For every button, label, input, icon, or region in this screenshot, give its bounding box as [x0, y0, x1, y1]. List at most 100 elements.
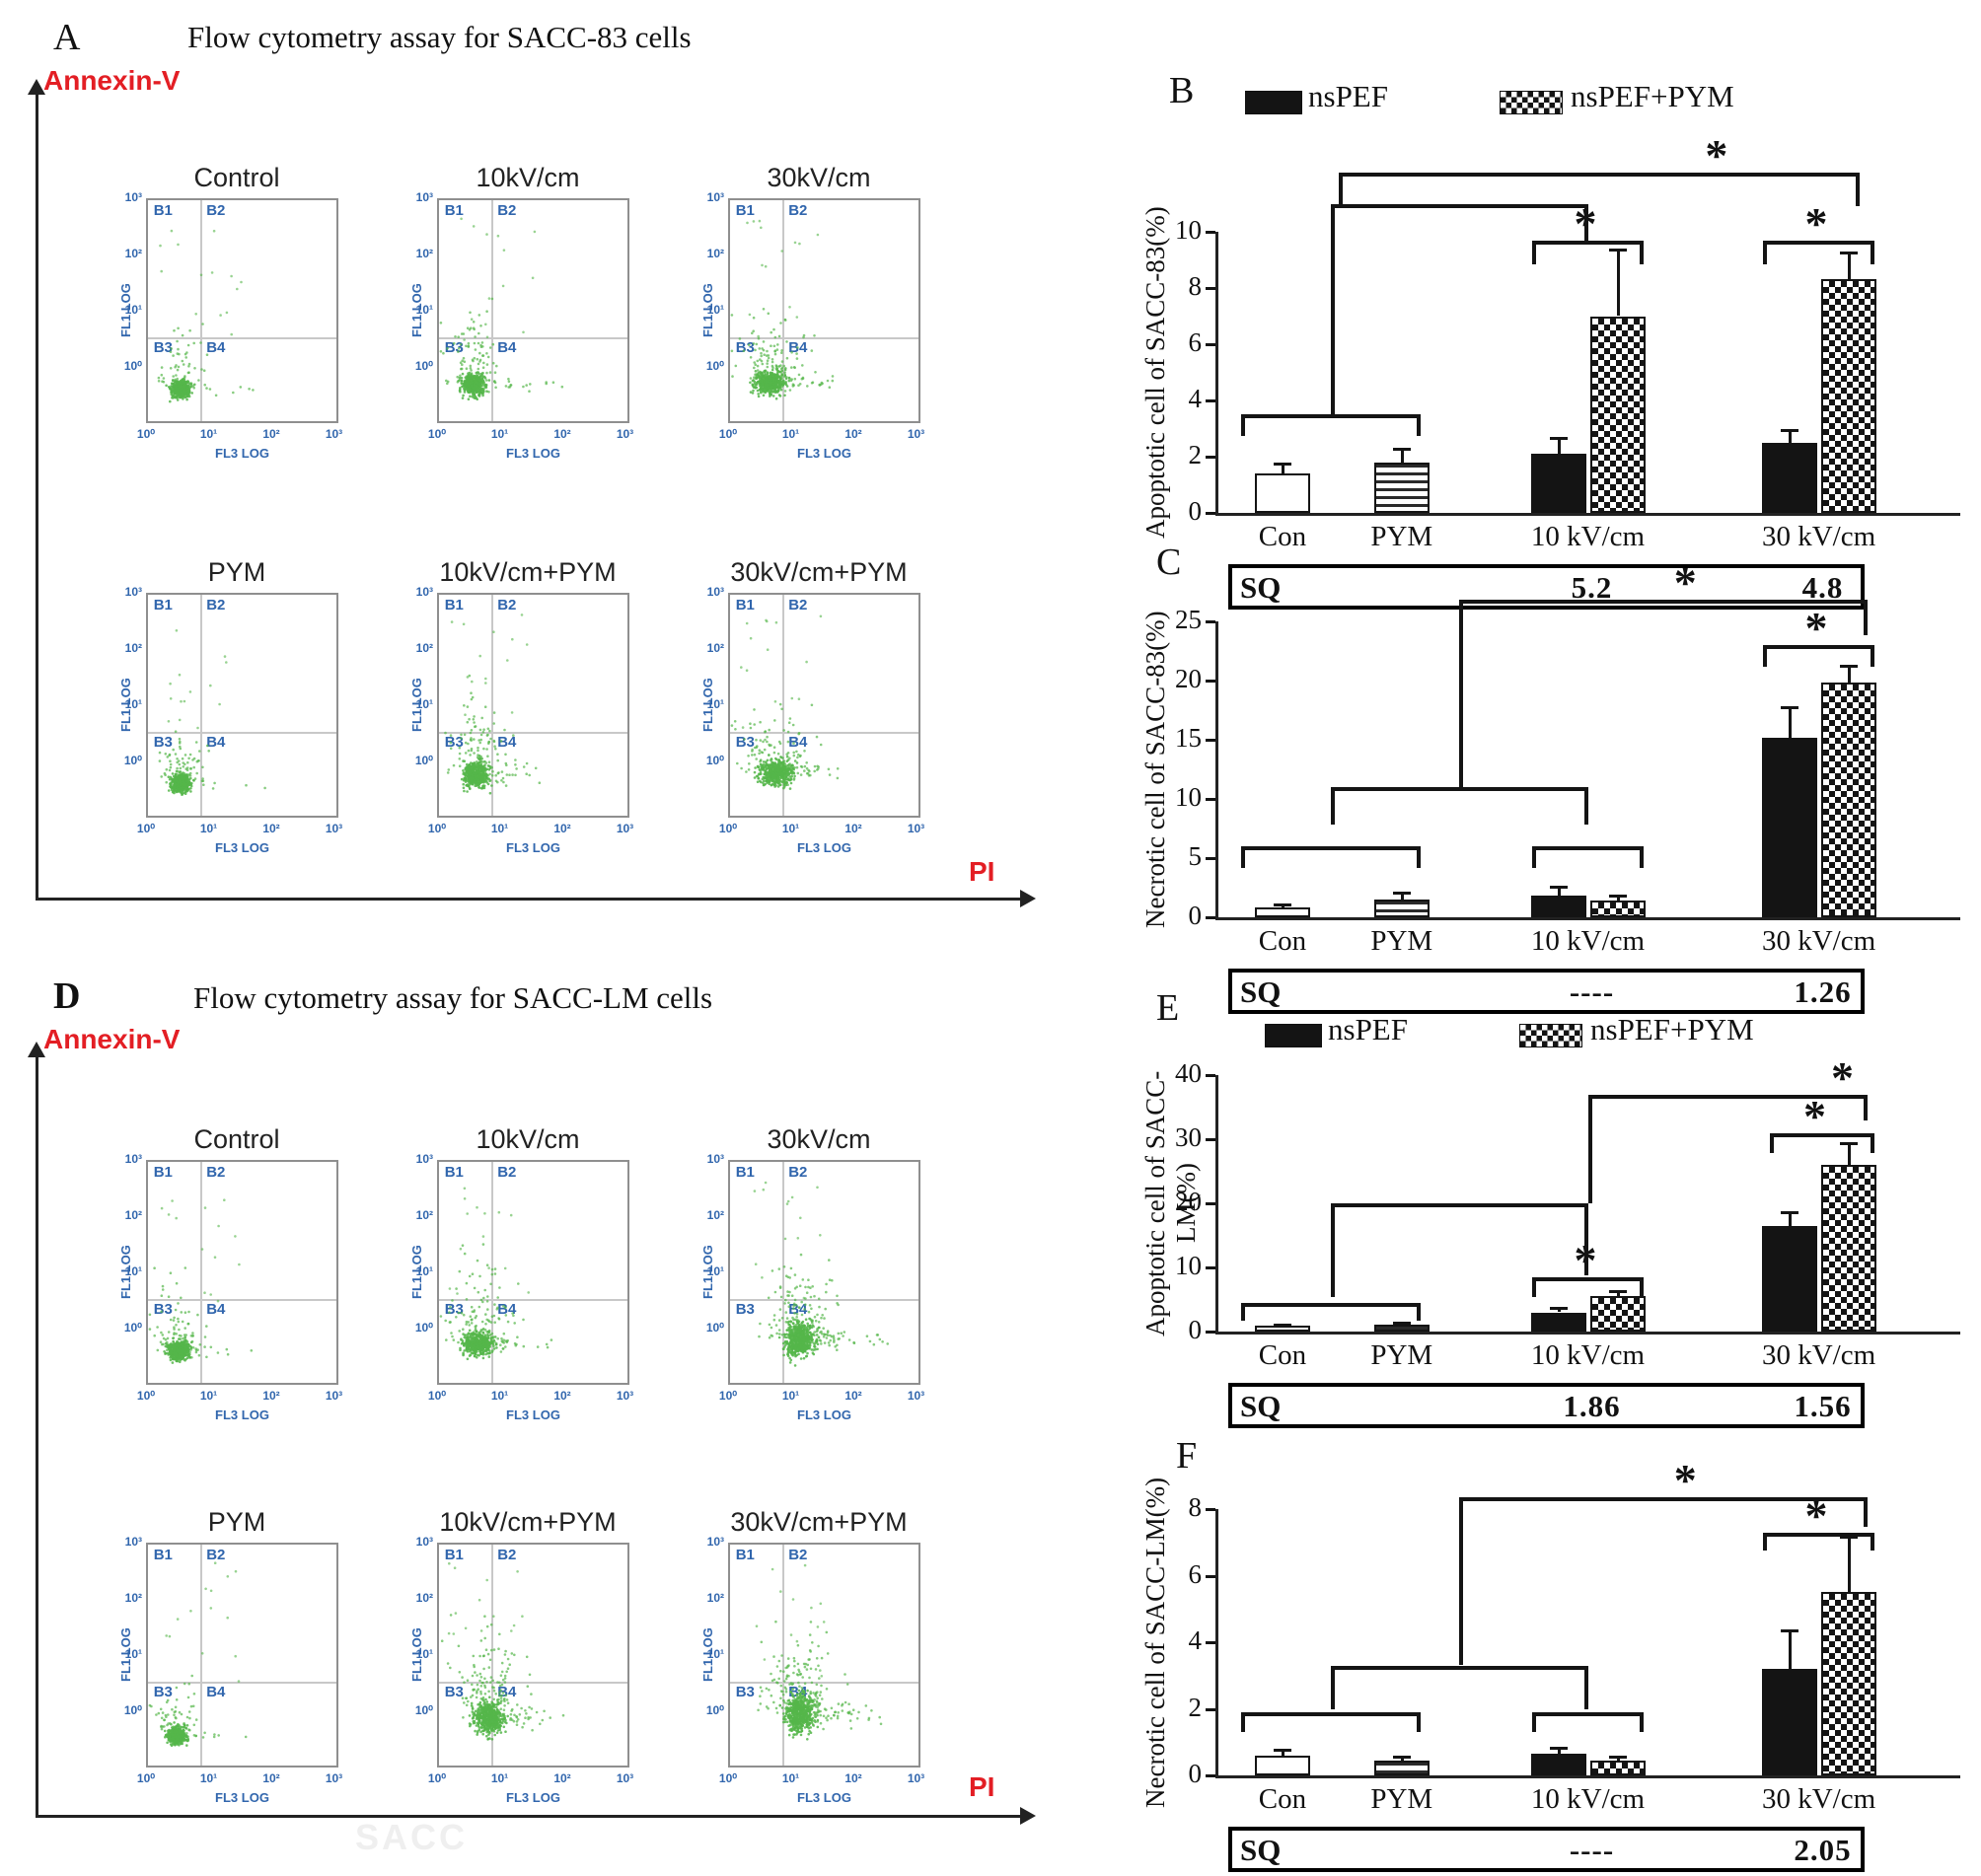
sig-bracket-end [1459, 600, 1464, 787]
sq-label: SQ [1240, 1389, 1282, 1423]
flow-x-tick: 10⁰ [136, 1771, 156, 1785]
flow-y-tick: 10³ [706, 190, 724, 204]
flow-y-tick: 10² [706, 1591, 724, 1605]
error-bar [1400, 891, 1404, 900]
flow-x-tick: 10² [553, 427, 571, 441]
bar-nsPEF+PYM [1820, 1165, 1876, 1332]
flow-subplot-title: 10kV/cm+PYM [439, 557, 617, 587]
y-tick-mark [1206, 1707, 1215, 1711]
quadrant-divider-horizontal [148, 336, 336, 339]
sig-bracket-end [1863, 1497, 1868, 1528]
flow-x-tick: 10⁰ [718, 1389, 738, 1403]
scatter-dots [753, 1181, 889, 1367]
y-tick-mark [1206, 739, 1215, 742]
flow-y-tick: 10² [706, 247, 724, 260]
flow-y-tick: 10² [706, 641, 724, 655]
flow-plot-area: B1 B2 B3 B4 [437, 1160, 629, 1385]
flow-y-tick: 10¹ [706, 303, 724, 317]
sig-bracket-end [1459, 1497, 1464, 1666]
y-tick-mark [1206, 1774, 1215, 1777]
panel-a-title: Flow cytometry assay for SACC-83 cells [187, 20, 692, 54]
error-bar-cap [1392, 448, 1411, 452]
quadrant-label-b1: B1 [444, 1164, 464, 1182]
sig-bracket-end [1331, 787, 1336, 825]
quadrant-label-b4: B4 [206, 339, 226, 357]
panel-d-xaxis-label: PI [969, 1771, 995, 1802]
flow-y-tick: 10³ [124, 1152, 142, 1166]
category-label: PYM [1370, 521, 1433, 552]
flow-x-tick: 10¹ [490, 822, 509, 835]
category-label: PYM [1370, 925, 1433, 957]
error-bar [1557, 885, 1561, 897]
sig-bracket-end [1531, 1711, 1536, 1732]
chart-panel-B: Apoptotic cell of SACC-83(%) 0 2 4 6 8 10 Con PY… [1135, 130, 1981, 681]
quadrant-divider-horizontal [148, 1681, 336, 1684]
panel-d-yaxis-line [36, 1055, 38, 1817]
y-tick-label: 6 [1188, 1558, 1203, 1589]
flow-x-tick: 10² [262, 1771, 280, 1785]
panel-d-xaxis-arrow [1020, 1807, 1036, 1825]
quadrant-label-b4: B4 [788, 734, 808, 752]
category-label: 10 kV/cm [1530, 521, 1646, 552]
scatter-dots [439, 1187, 553, 1361]
flow-plot-area: B1 B2 B3 B4 [146, 198, 338, 423]
flow-x-tick: 10¹ [490, 427, 509, 441]
flow-subplot: 30kV/cm B1 B2 B3 B4 10³ 10² 10¹ 10⁰ 10⁰ 10¹ 10² 10³ F… [681, 163, 947, 461]
y-tick-label: 10 [1175, 215, 1202, 245]
error-bar [1557, 437, 1561, 455]
y-tick-mark [1206, 1641, 1215, 1644]
bar-nsPEF+PYM [1820, 279, 1876, 513]
sq-box: SQ ---- 1.26 [1228, 969, 1865, 1014]
flow-x-tick: 10² [553, 1389, 571, 1403]
quadrant-label-b4: B4 [206, 1684, 226, 1701]
sig-bracket-end [1762, 1532, 1767, 1551]
y-tick-label: 8 [1188, 1492, 1203, 1522]
flow-x-tick: 10¹ [490, 1389, 509, 1403]
y-axis-line [1215, 1509, 1218, 1778]
flow-x-tick: 10³ [325, 1771, 343, 1785]
sig-bracket [1241, 414, 1421, 419]
bar-nsPEF [1761, 737, 1817, 917]
significance-star: * [1673, 557, 1697, 608]
y-tick-label: 15 [1175, 723, 1202, 753]
error-bar-cap [1549, 437, 1568, 441]
flow-y-tick: 10¹ [415, 303, 433, 317]
quadrant-label-b2: B2 [206, 1547, 226, 1564]
flow-x-tick: 10⁰ [718, 427, 738, 441]
y-tick-mark [1206, 287, 1215, 290]
bar-nsPEF [1530, 896, 1586, 917]
sig-bracket-end [1416, 414, 1421, 437]
legend-swatch-nspef-e [1265, 1024, 1322, 1047]
flow-y-tick: 10² [124, 1591, 142, 1605]
quadrant-divider-vertical [782, 595, 785, 816]
scatter-dots [730, 219, 835, 400]
flow-plot-area: B1 B2 B3 B4 [146, 593, 338, 818]
flow-x-tick: 10⁰ [427, 1389, 447, 1403]
quadrant-divider-vertical [491, 1162, 494, 1383]
panel-a-xaxis-arrow [1020, 890, 1036, 907]
flow-x-tick: 10³ [325, 1389, 343, 1403]
scatter-dots [730, 614, 840, 790]
flow-x-tick: 10⁰ [427, 427, 447, 441]
flow-y-tick: 10⁰ [705, 754, 724, 767]
y-tick-label: 2 [1188, 1692, 1203, 1722]
flow-x-axis-name: FL3 LOG [506, 446, 560, 461]
flow-x-tick: 10³ [325, 822, 343, 835]
sig-bracket-end [1640, 1276, 1645, 1297]
flow-x-axis-name: FL3 LOG [215, 446, 269, 461]
error-bar-cap [1549, 1747, 1568, 1751]
error-bar-cap [1608, 1289, 1627, 1293]
category-label: Con [1258, 925, 1307, 957]
sig-bracket-end [1871, 240, 1875, 264]
flow-x-tick: 10¹ [781, 1771, 800, 1785]
panel-a-xaxis-label: PI [969, 856, 995, 887]
y-tick-label: 0 [1188, 1315, 1203, 1344]
flow-y-axis-name: FL1 LOG [700, 678, 715, 733]
flow-y-tick: 10⁰ [123, 1321, 142, 1335]
quadrant-label-b1: B1 [735, 1164, 755, 1182]
y-tick-label: 2 [1188, 440, 1203, 469]
scatter-dots [444, 613, 542, 795]
category-label: PYM [1370, 1339, 1433, 1371]
y-tick-mark [1206, 1574, 1215, 1578]
y-tick-label: 6 [1188, 327, 1203, 357]
